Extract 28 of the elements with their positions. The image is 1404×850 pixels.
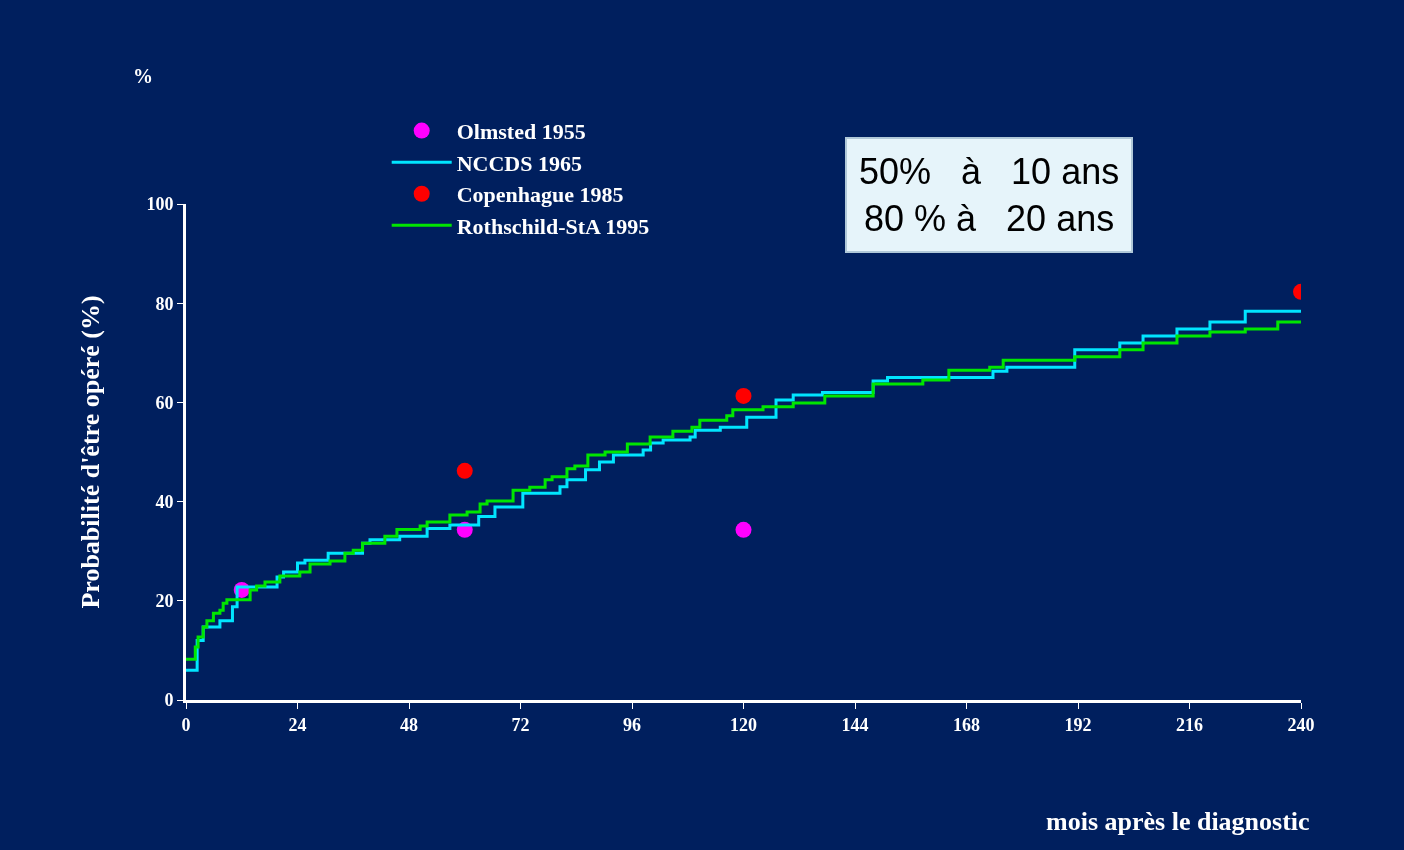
y-tick-label: 20 [155,591,174,612]
x-tick-label: 240 [1287,714,1315,735]
legend-label: Copenhague 1985 [456,182,624,208]
x-tick-label: 72 [511,714,530,735]
legend-label: NCCDS 1965 [456,150,582,176]
x-tick-label: 168 [953,714,980,735]
point [735,387,752,404]
y-tick-label: 0 [164,690,174,711]
annotation: 50% à 10 ans 80 % à 20 ans [859,151,1120,239]
y-tick-label: 80 [155,293,174,314]
y-axis-title: Probabilité d'être opéré (%) [75,295,105,609]
y-tick-label: 60 [155,392,174,413]
text: % [133,65,153,87]
x-tick-label: 120 [730,714,757,735]
x-tick-label: 0 [181,714,191,735]
y-tick-label: 100 [146,194,174,215]
x-tick-label: 192 [1064,714,1092,735]
point [456,462,473,479]
legend-label: Rothschild-StA 1995 [456,213,650,239]
x-axis-title: mois après le diagnostic [1046,807,1310,836]
y-tick-label: 40 [155,491,174,512]
x-tick-label: 216 [1176,714,1203,735]
legend-label: Olmsted 1955 [456,119,586,145]
point [735,521,752,538]
x-tick-label: 48 [400,714,418,735]
x-tick-label: 96 [623,714,641,735]
x-tick-label: 144 [841,714,869,735]
x-tick-label: 24 [288,714,307,735]
